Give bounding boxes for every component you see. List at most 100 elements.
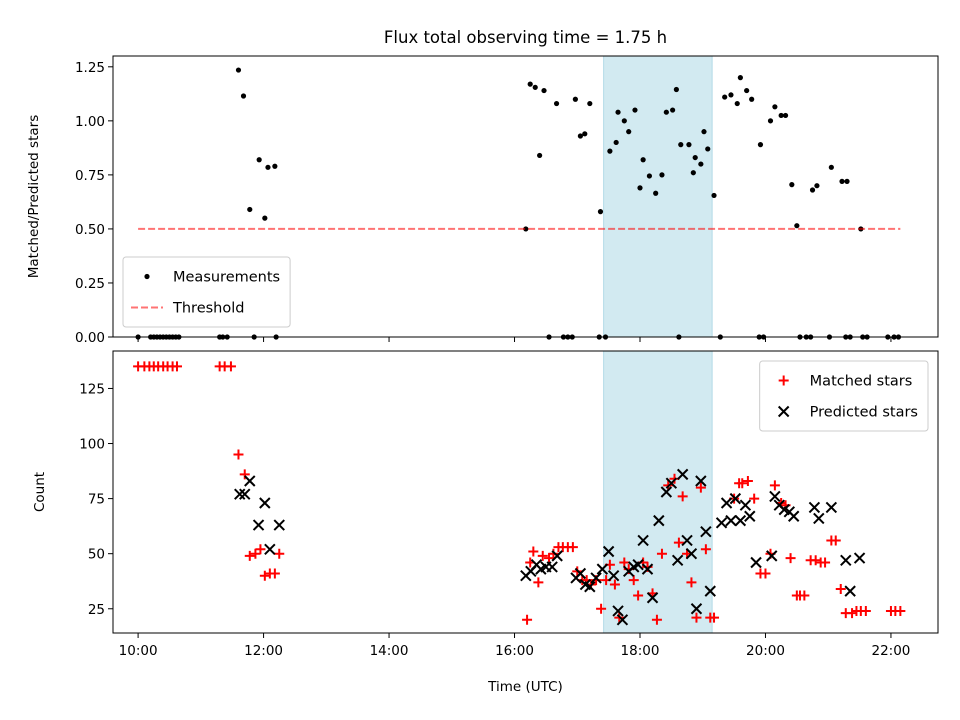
matched-star-marker <box>269 568 280 579</box>
bot-xtick-label: 10:00 <box>119 643 158 659</box>
predicted-star-marker <box>551 550 563 562</box>
predicted-star-marker <box>690 603 703 615</box>
measurement-point <box>673 86 679 93</box>
measurement-point <box>809 187 816 193</box>
measurement-point <box>247 206 253 213</box>
measurement-point <box>772 104 778 110</box>
predicted-star-marker <box>653 514 665 527</box>
matched-star-marker <box>259 570 270 581</box>
bottom-legend: Matched stars Predicted stars <box>759 360 929 432</box>
top-ytick-label: 0.00 <box>75 330 105 346</box>
top-legend-label: Threshold <box>172 301 244 317</box>
measurement-point <box>844 178 850 184</box>
predicted-star-marker <box>632 558 644 571</box>
matched-star-marker <box>528 546 539 557</box>
matched-star-marker <box>244 550 255 561</box>
legend-matched-swatch <box>778 375 789 386</box>
measurement-point <box>587 100 593 107</box>
measurement-point <box>537 152 543 159</box>
predicted-star-marker <box>239 488 251 500</box>
matched-star-marker <box>742 475 753 486</box>
predicted-star-marker <box>584 581 596 593</box>
measurement-point <box>701 129 707 135</box>
measurement-point <box>678 142 684 148</box>
measurement-point <box>698 161 704 167</box>
predicted-star-marker <box>725 514 737 527</box>
bot-legend-label: Predicted stars <box>810 405 918 421</box>
matched-star-marker <box>651 614 662 625</box>
matched-star-marker <box>239 469 250 480</box>
predicted-star-marker <box>744 510 756 522</box>
predicted-star-marker <box>676 468 689 481</box>
matched-star-marker <box>677 491 688 502</box>
predicted-star-marker <box>734 514 747 527</box>
matched-star-marker <box>673 537 684 548</box>
predicted-star-marker <box>616 614 629 626</box>
predicted-star-marker <box>264 543 276 555</box>
bot-ytick-label: 25 <box>88 602 105 618</box>
matched-star-marker <box>749 493 760 504</box>
measurement-point <box>722 94 728 100</box>
predicted-star-marker <box>681 534 693 547</box>
predicted-star-marker <box>739 499 752 511</box>
measurement-point <box>744 87 750 94</box>
bot-xtick-label: 22:00 <box>871 643 910 659</box>
predicted-star-marker <box>844 585 856 597</box>
predicted-star-marker <box>720 497 733 509</box>
measurement-point <box>749 96 755 102</box>
measurement-point <box>690 170 696 176</box>
measurement-point <box>527 81 533 87</box>
matched-star-marker <box>820 557 831 568</box>
top-observing-window-shade <box>603 55 713 338</box>
measurement-point <box>782 112 789 119</box>
bot-legend-label: Matched stars <box>810 374 913 390</box>
top-plot-frame <box>112 55 939 338</box>
predicted-star-marker <box>750 556 762 569</box>
measurement-point <box>839 178 845 184</box>
matched-star-marker <box>835 583 846 594</box>
matched-star-marker <box>695 482 706 493</box>
top-ytick-label: 0.25 <box>75 276 105 292</box>
matched-star-marker <box>686 577 697 588</box>
matched-star-marker <box>847 608 858 619</box>
measurement-point <box>640 157 646 163</box>
measurement-point <box>607 148 613 154</box>
measurement-point <box>523 226 529 232</box>
top-y-axis-ticks: 0.00 0.25 0.50 0.75 1.00 1.25 <box>75 60 113 346</box>
measurement-point <box>626 129 632 135</box>
measurement-point <box>265 164 271 170</box>
predicted-star-marker <box>671 554 684 567</box>
top-x-axis-ticks <box>137 337 892 342</box>
measurement-point <box>637 185 643 191</box>
matched-star-marker <box>737 478 748 489</box>
predicted-star-marker <box>273 519 285 531</box>
matched-star-marker <box>628 575 639 586</box>
predicted-star-marker <box>590 572 602 584</box>
measurement-point <box>653 190 659 196</box>
matched-star-marker <box>537 550 548 561</box>
measurement-point <box>240 93 247 99</box>
predicted-star-marker <box>234 488 246 500</box>
measurement-point <box>541 87 547 94</box>
bot-ytick-label: 125 <box>79 381 105 397</box>
matched-star-marker <box>633 590 644 601</box>
bottom-x-axis-ticks: 10:00 12:00 14:00 16:00 18:00 20:00 22:00 <box>119 633 910 659</box>
measurement-point <box>728 92 734 98</box>
matched-star-marker <box>656 548 667 559</box>
x-axis-label: Time (UTC) <box>487 679 563 695</box>
measurement-point <box>711 192 717 199</box>
predicted-star-marker <box>574 567 587 580</box>
measurement-point <box>646 173 653 179</box>
chart-title: Flux total observing time = 1.75 h <box>384 28 667 47</box>
bottom-plot-frame <box>112 350 939 634</box>
predicted-star-marker <box>695 475 707 487</box>
bot-xtick-label: 18:00 <box>621 643 660 659</box>
measurement-point <box>778 112 784 119</box>
measurement-point <box>615 109 621 115</box>
bottom-y-axis-label: Count <box>32 472 48 512</box>
top-panel: 0.00 0.25 0.50 0.75 1.00 1.25 Flux total obse… <box>26 28 939 346</box>
predicted-star-marker <box>704 585 716 597</box>
matched-star-marker <box>810 555 821 566</box>
measurement-point <box>794 223 800 229</box>
